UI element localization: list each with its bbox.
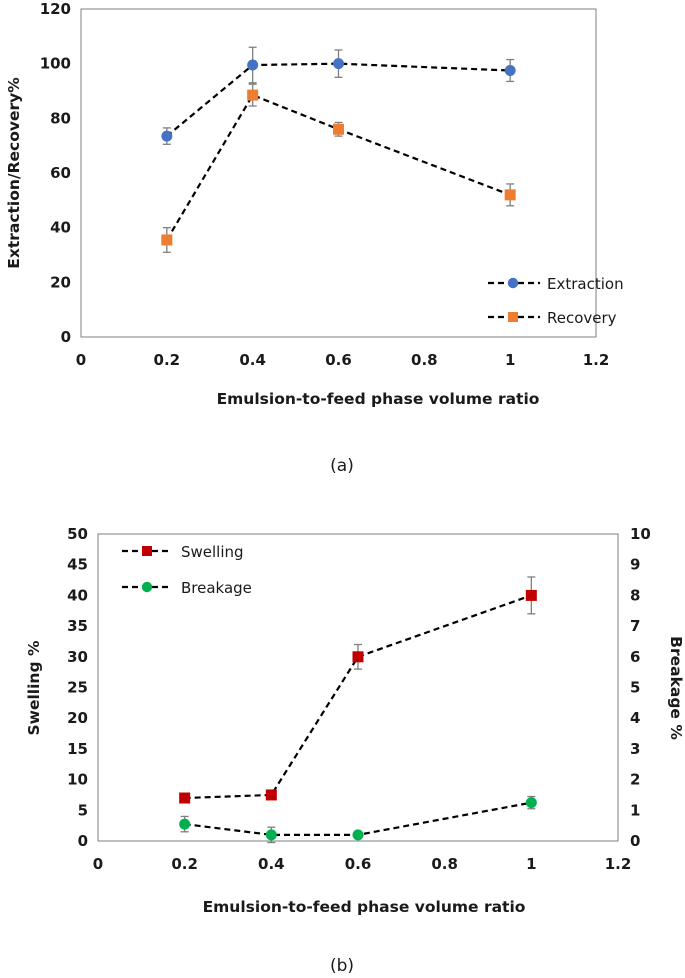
y-tick-label: 25 — [67, 679, 88, 697]
panel-b-y2-axis-label: Breakage % — [667, 636, 685, 740]
y-tick-label: 20 — [50, 273, 71, 291]
panel-a-extraction-recovery-chart: 0 20 40 60 80 100 120 0 0.2 0.4 0.6 0.8 1 1.2 Emulsi… — [5, 0, 624, 476]
legend-extraction-marker — [507, 277, 519, 289]
panel-b-x-axis-label: Emulsion-to-feed phase volume ratio — [203, 898, 526, 916]
y-tick-label: 40 — [50, 219, 71, 237]
legend-breakage-label: Breakage — [181, 579, 252, 597]
data-point-swelling — [352, 651, 364, 663]
y-tick-label: 60 — [50, 164, 71, 182]
panel-b-y-axis-label: Swelling % — [25, 640, 43, 735]
series-line-recovery — [165, 93, 511, 241]
y2-tick-label: 8 — [630, 586, 640, 604]
y2-tick-label: 3 — [630, 740, 640, 758]
legend-breakage-marker — [141, 581, 153, 593]
legend-extraction-label: Extraction — [547, 275, 624, 293]
y-tick-label: 100 — [40, 55, 71, 73]
x-tick-label: 0 — [76, 351, 86, 369]
y-tick-label: 15 — [67, 740, 88, 758]
data-point-extraction — [247, 59, 259, 71]
y-tick-label: 35 — [67, 617, 88, 635]
x-tick-label: 0.2 — [171, 855, 198, 873]
y-tick-label: 0 — [61, 328, 71, 346]
data-point-breakage — [352, 829, 364, 841]
x-tick-label: 1.2 — [605, 855, 632, 873]
x-tick-label: 0.2 — [154, 351, 181, 369]
y-tick-label: 5 — [78, 801, 88, 819]
data-point-recovery — [504, 189, 516, 201]
data-point-recovery — [161, 234, 173, 246]
panel-b-plot-frame — [97, 533, 619, 842]
panel-a-plot-frame — [80, 8, 597, 338]
y2-tick-label: 10 — [630, 525, 651, 543]
y2-tick-label: 4 — [630, 709, 640, 727]
y2-tick-label: 7 — [630, 617, 640, 635]
data-point-extraction — [161, 130, 173, 142]
legend-swelling-marker — [142, 546, 152, 556]
data-point-recovery — [333, 123, 344, 135]
panel-a-x-axis-label: Emulsion-to-feed phase volume ratio — [217, 390, 540, 408]
y-tick-label: 0 — [78, 832, 88, 850]
series-line-swelling — [184, 594, 532, 800]
y2-tick-label: 0 — [630, 832, 640, 850]
series-line-extraction — [166, 62, 511, 137]
data-point-swelling — [265, 789, 277, 801]
legend-recovery-marker — [508, 312, 518, 322]
legend-swelling-label: Swelling — [181, 543, 244, 561]
x-tick-label: 0 — [93, 855, 103, 873]
y-tick-label: 120 — [40, 0, 71, 18]
x-tick-label: 1 — [526, 855, 536, 873]
panel-a-caption: (a) — [330, 456, 354, 476]
x-tick-label: 1.2 — [583, 351, 610, 369]
y-tick-label: 20 — [67, 709, 88, 727]
x-tick-label: 0.4 — [239, 351, 266, 369]
x-tick-label: 0.6 — [345, 855, 372, 873]
x-tick-label: 0.4 — [258, 855, 285, 873]
y2-tick-label: 2 — [630, 771, 640, 789]
y2-tick-label: 6 — [630, 648, 640, 666]
panel-a-y-axis-label: Extraction/Recovery% — [5, 77, 23, 269]
data-point-breakage — [179, 818, 191, 830]
panel-b-caption: (b) — [330, 956, 354, 976]
data-point-swelling — [525, 589, 537, 601]
x-tick-label: 0.8 — [431, 855, 458, 873]
y-tick-label: 10 — [67, 771, 88, 789]
x-tick-label: 1 — [505, 351, 515, 369]
x-tick-label: 0.6 — [325, 351, 352, 369]
data-point-breakage — [265, 829, 277, 841]
legend-recovery-label: Recovery — [547, 309, 617, 327]
series-line-breakage — [184, 801, 532, 836]
data-point-swelling — [179, 792, 191, 804]
x-tick-label: 0.8 — [411, 351, 438, 369]
y2-tick-label: 5 — [630, 679, 640, 697]
y2-tick-label: 9 — [630, 556, 640, 574]
y-tick-label: 50 — [67, 525, 88, 543]
data-point-breakage — [525, 797, 537, 809]
y-tick-label: 80 — [50, 109, 71, 127]
data-point-recovery — [247, 89, 259, 101]
data-point-extraction — [333, 58, 344, 70]
panel-a-legend: Extraction Recovery — [488, 275, 624, 327]
y-tick-label: 45 — [67, 556, 88, 574]
y-tick-label: 40 — [67, 586, 88, 604]
y-tick-label: 30 — [67, 648, 88, 666]
data-point-extraction — [504, 65, 516, 76]
y2-tick-label: 1 — [630, 801, 640, 819]
panel-b-legend: Swelling Breakage — [122, 543, 252, 597]
